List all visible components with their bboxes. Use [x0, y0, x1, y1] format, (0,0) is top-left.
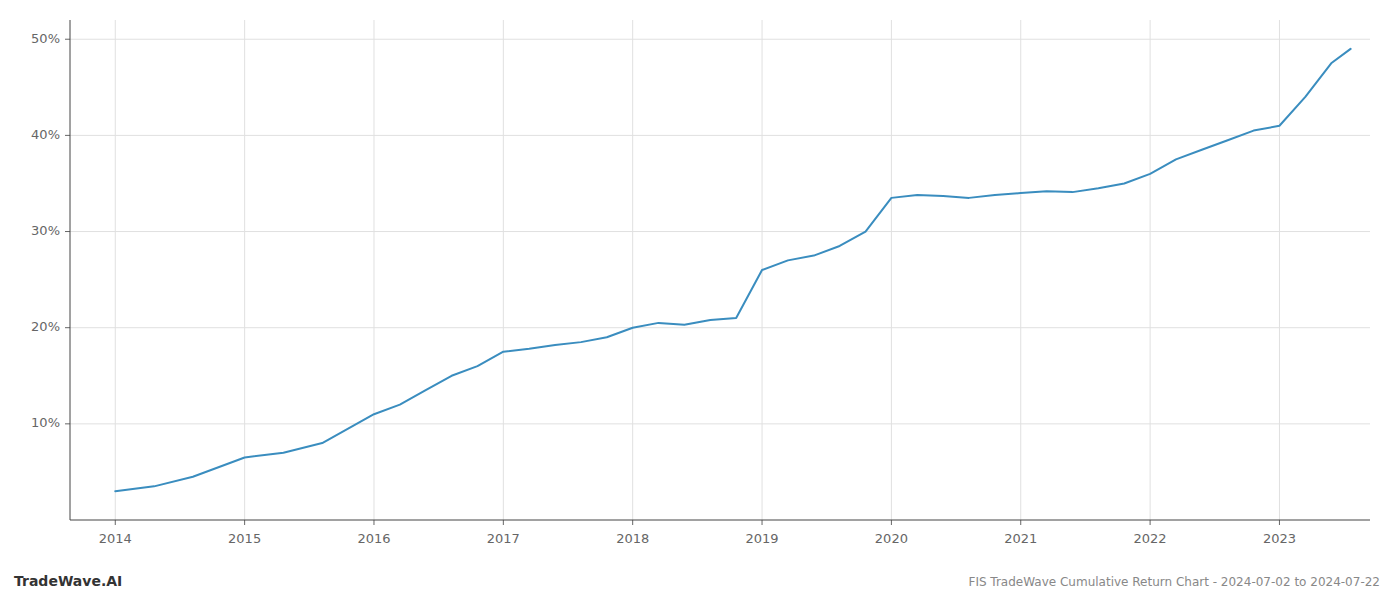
x-tick-label: 2016 — [357, 531, 390, 546]
axes: 10% 20% 30% 40% 50% 2014 2015 2016 2017 2018 2019 2… — [31, 20, 1370, 546]
x-tick — [762, 520, 763, 525]
x-grid-line — [891, 20, 892, 520]
y-tick-label: 20% — [31, 319, 60, 334]
y-tick — [65, 327, 70, 328]
y-grid-line — [70, 39, 1370, 40]
x-grid-line — [1279, 20, 1280, 520]
watermark: TradeWave.AI — [14, 573, 122, 589]
y-tick — [65, 423, 70, 424]
x-grid-line — [244, 20, 245, 520]
y-grid-line — [70, 423, 1370, 424]
x-tick — [244, 520, 245, 525]
x-tick — [1150, 520, 1151, 525]
x-tick — [632, 520, 633, 525]
x-tick-label: 2020 — [875, 531, 908, 546]
x-tick — [115, 520, 116, 525]
x-grid-line — [1150, 20, 1151, 520]
page: {"chart_data": {"type": "line", "title":… — [0, 0, 1400, 600]
x-grid-line — [373, 20, 374, 520]
x-tick-label: 2018 — [616, 531, 649, 546]
x-tick-label: 2017 — [487, 531, 520, 546]
y-tick-label: 50% — [31, 31, 60, 46]
x-tick — [503, 520, 504, 525]
title: FIS TradeWave Cumulative Return Chart - … — [968, 575, 1380, 589]
grid — [70, 20, 1370, 520]
x-tick-label: 2022 — [1134, 531, 1167, 546]
x-tick-label: 2015 — [228, 531, 261, 546]
y-tick — [65, 231, 70, 232]
x-axis-line — [70, 520, 1370, 521]
x-grid-line — [503, 20, 504, 520]
y-grid-line — [70, 327, 1370, 328]
y-tick — [65, 39, 70, 40]
plot-area — [115, 49, 1350, 491]
y-grid-line — [70, 231, 1370, 232]
x-tick — [1279, 520, 1280, 525]
x-tick-label: 2014 — [99, 531, 132, 546]
y-tick-label: 10% — [31, 415, 60, 430]
y-tick-label: 30% — [31, 223, 60, 238]
x-grid-line — [1020, 20, 1021, 520]
y-axis-line — [70, 20, 71, 520]
x-tick-label: 2023 — [1263, 531, 1296, 546]
x-tick — [373, 520, 374, 525]
y-tick-label: 40% — [31, 127, 60, 142]
x-tick — [891, 520, 892, 525]
y-grid-line — [70, 135, 1370, 136]
x-tick-label: 2021 — [1004, 531, 1037, 546]
x-tick — [1020, 520, 1021, 525]
y-tick — [65, 135, 70, 136]
chart: 10% 20% 30% 40% 50% 2014 2015 2016 2017 2018 2019 2… — [0, 0, 1400, 600]
x-tick-label: 2019 — [745, 531, 778, 546]
data-line — [115, 49, 1350, 491]
x-grid-line — [632, 20, 633, 520]
x-grid-line — [115, 20, 116, 520]
